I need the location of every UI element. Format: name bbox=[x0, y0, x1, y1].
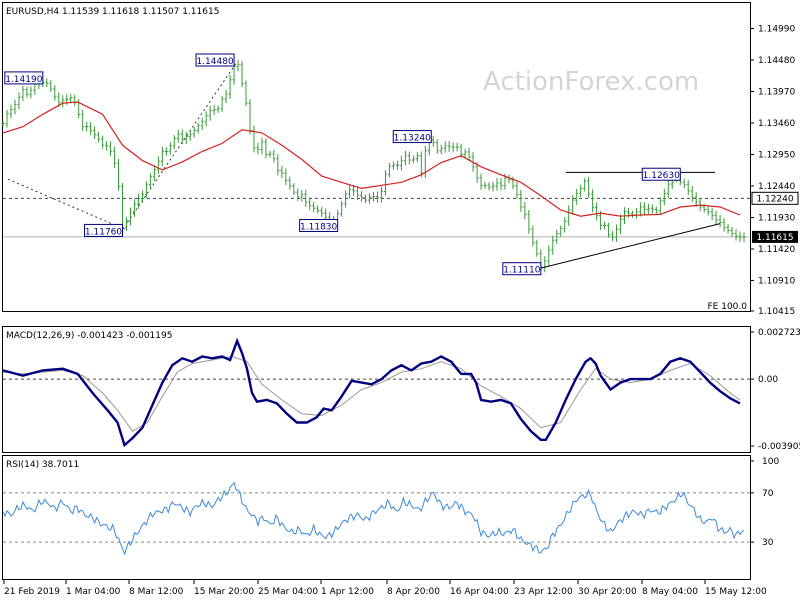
x-tick-label: 1 Mar 04:00 bbox=[66, 587, 121, 597]
current-price-tag-box bbox=[752, 230, 798, 243]
price-annotation-box bbox=[195, 53, 235, 67]
price-annotation: 1.14480 bbox=[195, 53, 235, 67]
price-y-tick-label: 1.14990 bbox=[758, 25, 795, 35]
macd-signal-line bbox=[2, 355, 741, 432]
rsi-y-tick-label: 70 bbox=[762, 489, 774, 499]
price-y-tick-label: 1.11930 bbox=[758, 213, 795, 223]
dotted-trend-line-2 bbox=[127, 61, 238, 223]
price-annotation-box bbox=[392, 130, 432, 144]
macd-title: MACD(12,26,9) -0.001423 -0.001195 bbox=[6, 331, 172, 341]
x-tick-label: 15 May 12:00 bbox=[705, 587, 767, 597]
price-annotation-text: 1.12630 bbox=[643, 171, 680, 181]
price-annotation-text: 1.14190 bbox=[5, 75, 42, 85]
price-y-tick-label: 1.10415 bbox=[758, 307, 795, 317]
level-price-tag-box bbox=[751, 191, 799, 205]
price-y-tick-label: 1.12440 bbox=[758, 182, 795, 192]
x-tick-label: 8 May 04:00 bbox=[642, 587, 698, 597]
price-annotation: 1.12630 bbox=[641, 167, 681, 181]
price-title: EURUSD,H4 1.11539 1.11618 1.11507 1.1161… bbox=[6, 7, 219, 17]
price-annotation-text: 1.14480 bbox=[196, 57, 233, 67]
rsi-title: RSI(14) 38.7011 bbox=[6, 460, 79, 470]
macd-panel-frame bbox=[2, 326, 751, 453]
price-annotation-box bbox=[502, 262, 542, 276]
rsi-y-tick-label: 30 bbox=[762, 538, 774, 548]
price-y-tick-label: 1.10910 bbox=[758, 276, 795, 286]
price-panel-frame bbox=[2, 2, 751, 312]
x-tick-label: 16 Apr 04:00 bbox=[450, 587, 509, 597]
x-tick-label: 21 Feb 2019 bbox=[4, 587, 60, 597]
rsi-panel-frame bbox=[2, 455, 751, 580]
price-y-tick-label: 1.11420 bbox=[758, 245, 795, 255]
price-annotation-text: 1.11830 bbox=[300, 222, 337, 232]
price-annotation: 1.14190 bbox=[4, 71, 44, 85]
x-tick-label: 15 Mar 20:00 bbox=[194, 587, 254, 597]
support-trend-line bbox=[540, 223, 721, 269]
level-price-tag-text: 1.12240 bbox=[756, 194, 793, 204]
price-y-tick-label: 1.14480 bbox=[758, 56, 795, 66]
rsi-layer bbox=[2, 481, 750, 556]
price-y-tick-label: 1.12950 bbox=[758, 150, 795, 160]
price-annotation-text: 1.13240 bbox=[394, 134, 431, 144]
fe-label: FE 100.0 bbox=[708, 302, 748, 312]
price-y-tick-label: 1.13460 bbox=[758, 119, 795, 129]
macd-y-tick-label: 0.002723 bbox=[758, 328, 800, 338]
price-annotation-text: 1.11760 bbox=[85, 227, 122, 237]
level-price-tag: 1.12240 bbox=[751, 191, 799, 205]
x-tick-label: 25 Mar 04:00 bbox=[258, 587, 318, 597]
price-layer: 1.14190 1.14480 1.13240 1.12630 1.11760 1.118… bbox=[1, 53, 750, 276]
moving-average-line bbox=[2, 101, 741, 217]
price-annotation: 1.11110 bbox=[502, 262, 542, 276]
price-annotation: 1.11760 bbox=[84, 223, 124, 237]
axis-layer: 1.14990 1.14480 1.13970 1.13460 1.12950 1.124… bbox=[3, 25, 800, 597]
rsi-y-tick-label: 100 bbox=[762, 457, 779, 467]
x-tick-label: 23 Apr 12:00 bbox=[514, 587, 573, 597]
price-y-tick-label: 1.13970 bbox=[758, 87, 795, 97]
price-annotation-box bbox=[641, 167, 681, 181]
x-tick-label: 1 Apr 12:00 bbox=[321, 587, 374, 597]
price-annotation: 1.13240 bbox=[392, 130, 432, 144]
macd-y-tick-label: -0.003905 bbox=[758, 442, 800, 452]
macd-layer bbox=[2, 337, 750, 448]
current-price-tag: 1.11615 bbox=[752, 230, 798, 243]
price-annotation-box bbox=[84, 223, 124, 237]
macd-y-tick-label: 0.00 bbox=[758, 375, 778, 385]
x-tick-label: 8 Mar 12:00 bbox=[129, 587, 184, 597]
dotted-trend-line-1 bbox=[7, 178, 128, 231]
watermark: ActionForex.com bbox=[483, 67, 699, 97]
price-annotation: 1.11830 bbox=[299, 218, 339, 232]
current-price-tag-text: 1.11615 bbox=[756, 233, 793, 243]
x-tick-label: 30 Apr 20:00 bbox=[578, 587, 637, 597]
x-tick-label: 8 Apr 20:00 bbox=[387, 587, 440, 597]
rsi-line bbox=[2, 481, 745, 556]
macd-line bbox=[2, 337, 741, 448]
price-annotation-text: 1.11110 bbox=[503, 266, 540, 276]
price-annotation-box bbox=[4, 71, 44, 85]
price-annotation-box bbox=[299, 218, 339, 232]
